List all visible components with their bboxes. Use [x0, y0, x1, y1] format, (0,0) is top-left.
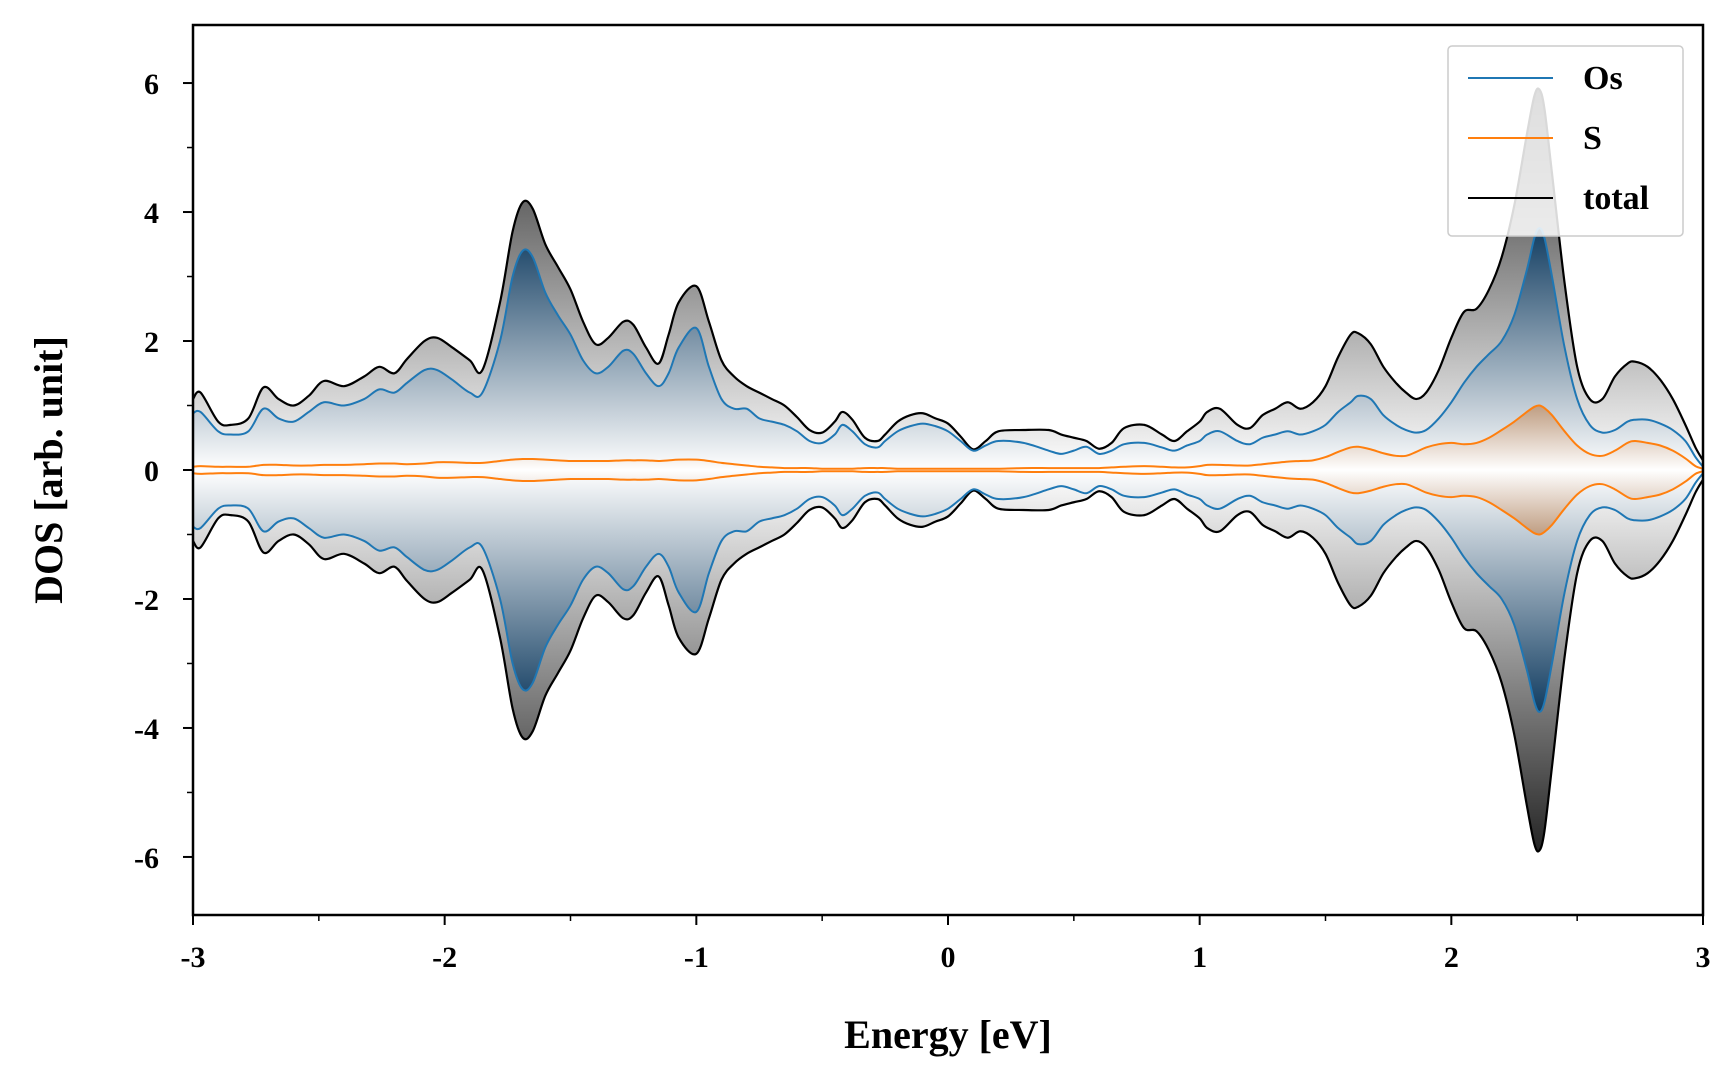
y-tick-label: -6 [134, 842, 159, 875]
fill-s-down [193, 470, 1703, 535]
series-line-os-down [192, 472, 1704, 713]
fill-s-up [193, 405, 1703, 470]
x-tick-label: -2 [432, 941, 457, 974]
x-tick-label: 1 [1192, 941, 1207, 974]
series-line-s-down [192, 470, 1704, 536]
y-tick-label: 0 [144, 455, 159, 488]
legend-label-os: Os [1583, 60, 1623, 97]
y-tick-label: 6 [144, 68, 159, 101]
x-tick-label: -3 [181, 941, 206, 974]
y-tick-label: -4 [134, 713, 159, 746]
y-axis-ticks: -6 -4 -2 0 2 4 6 [134, 68, 193, 875]
fill-layer [193, 88, 1703, 852]
x-tick-label: 3 [1696, 941, 1711, 974]
fill-os-down [193, 470, 1703, 712]
y-tick-label: 4 [144, 197, 159, 230]
legend-label-s: S [1583, 120, 1602, 157]
x-tick-label: 2 [1444, 941, 1459, 974]
legend: Os S total [1447, 45, 1684, 237]
series-line-s-up [192, 404, 1704, 470]
series-line-total-down [192, 479, 1704, 853]
x-tick-label: 0 [941, 941, 956, 974]
series-line-os-up [192, 227, 1704, 468]
y-tick-label: 2 [144, 326, 159, 359]
fill-os-up [193, 228, 1703, 470]
x-axis-ticks: -3 -2 -1 0 1 2 3 [181, 915, 1711, 974]
x-axis-label: Energy [eV] [844, 1012, 1052, 1057]
legend-box [1447, 45, 1684, 237]
legend-label-total: total [1583, 180, 1649, 217]
y-tick-label: -2 [134, 584, 159, 617]
y-axis-label: DOS [arb. unit] [26, 336, 71, 604]
x-tick-label: -1 [684, 941, 709, 974]
series-lines [192, 87, 1704, 853]
series-line-total-up [192, 87, 1704, 461]
